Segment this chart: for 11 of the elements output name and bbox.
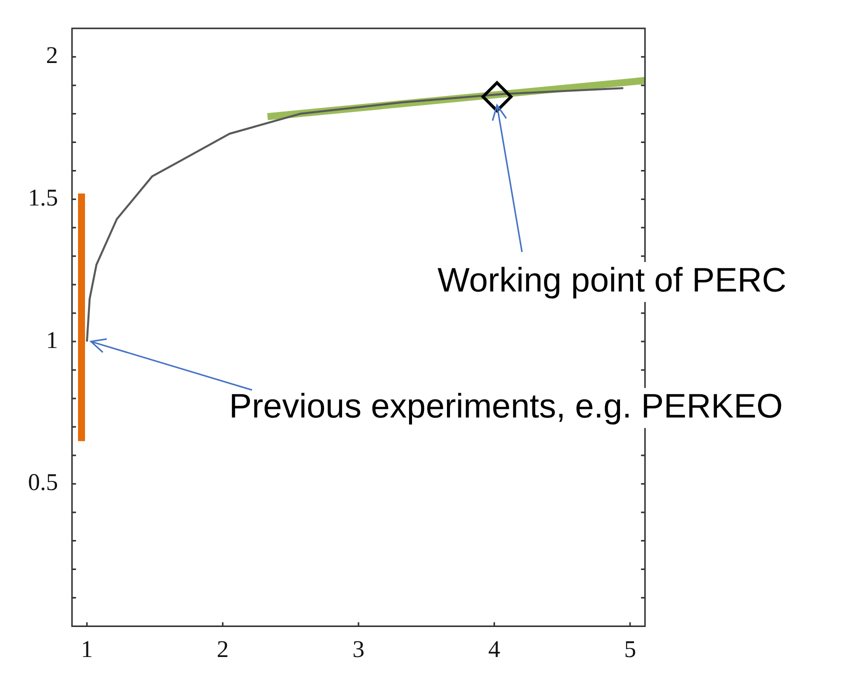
y-tick-label: 1: [46, 328, 58, 354]
y-tick-label: 0.5: [28, 470, 58, 496]
annotation: Previous experiments, e.g. PERKEO: [229, 387, 783, 426]
annotation: Working point of PERC: [438, 261, 786, 300]
y-tick-label: 1.5: [28, 185, 58, 212]
x-tick-label: 5: [624, 636, 636, 663]
y-tick-label: 2: [46, 43, 58, 70]
x-tick-label: 4: [488, 636, 500, 663]
x-tick-label: 1: [80, 636, 93, 663]
x-tick-label: 2: [216, 636, 229, 663]
x-tick-label: 3: [352, 636, 364, 663]
